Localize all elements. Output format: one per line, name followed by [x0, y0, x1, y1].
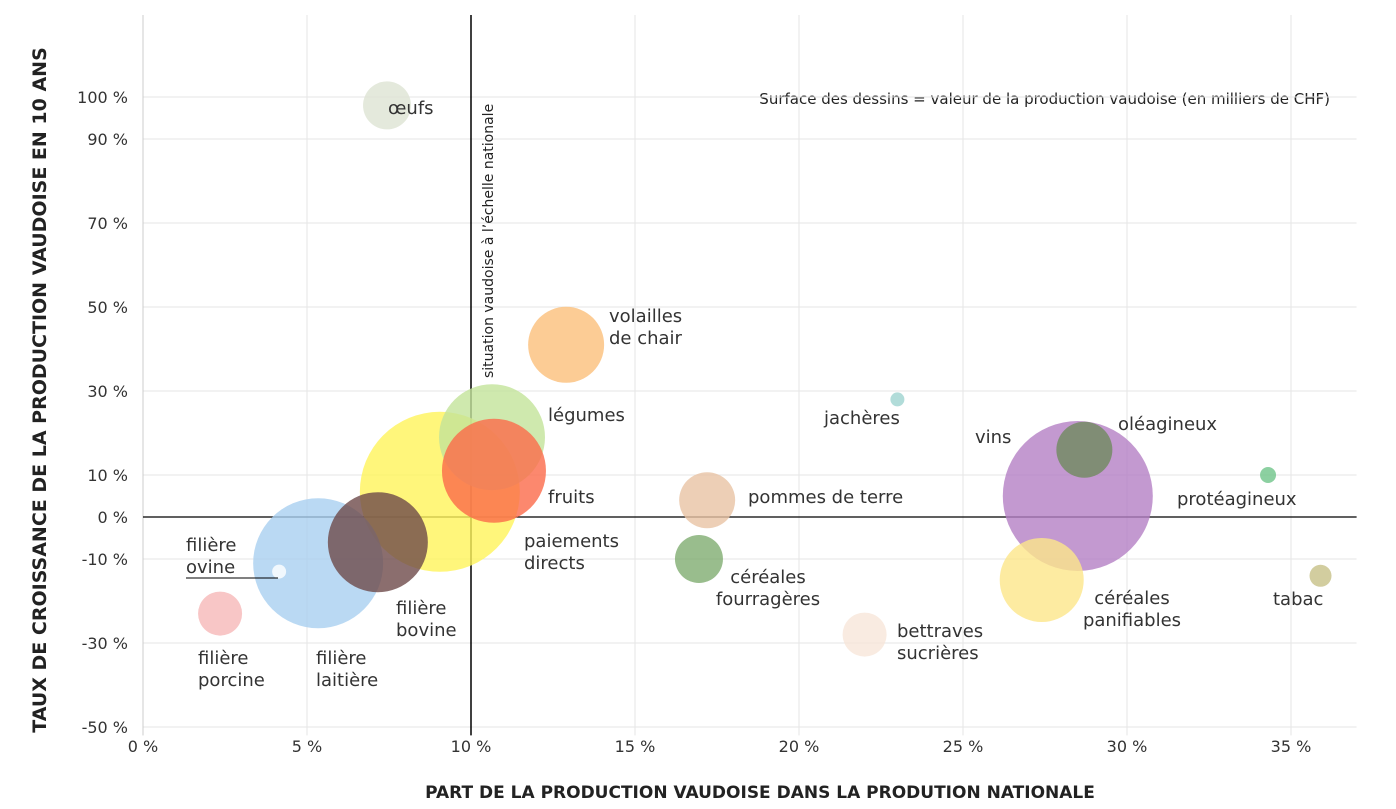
- bubble: [1002, 421, 1153, 571]
- y-axis-title: TAUX DE CROISSANCE DE LA PRODUCTION VAUD…: [29, 47, 51, 733]
- y-tick-label: 70 %: [87, 214, 128, 233]
- bubble-label: céréales fourragères: [715, 567, 821, 610]
- bubble-label: tabac: [1273, 589, 1324, 610]
- y-tick-label: 90 %: [87, 130, 128, 149]
- bubble-label: filière bovine: [396, 598, 457, 641]
- x-tick-label: 35 %: [1271, 737, 1312, 756]
- y-tick-label: -10 %: [82, 550, 128, 569]
- bubble: [327, 492, 428, 593]
- bubble-label: protéagineux: [1177, 489, 1297, 510]
- bubble: [842, 612, 887, 657]
- bubble: [528, 306, 605, 383]
- y-tick-label: 50 %: [87, 298, 128, 317]
- bubble: [890, 392, 905, 407]
- bubble-label: fruits: [548, 487, 595, 508]
- y-tick-label: -50 %: [82, 718, 128, 737]
- bubble-label: pommes de terre: [748, 487, 904, 508]
- bubble-label: volailles de chair: [609, 306, 683, 349]
- bubble-label: filière porcine: [198, 648, 265, 691]
- bubble-label: vins: [975, 427, 1012, 448]
- x-tick-label: 30 %: [1107, 737, 1148, 756]
- y-tick-label: 100 %: [77, 88, 128, 107]
- y-tick-label: -30 %: [82, 634, 128, 653]
- note: Surface des dessins = valeur de la produ…: [759, 90, 1330, 108]
- bubble-label: paiements directs: [524, 531, 619, 574]
- y-tick-label: 30 %: [87, 382, 128, 401]
- x-axis-title: PART DE LA PRODUCTION VAUDOISE DANS LA P…: [425, 783, 1095, 803]
- y-tick-label: 0 %: [98, 508, 128, 527]
- y-tick-label: 10 %: [87, 466, 128, 485]
- bubble: [999, 538, 1084, 622]
- bubble: [198, 591, 243, 636]
- bubble: [1309, 564, 1332, 587]
- bubble-label: oléagineux: [1118, 414, 1218, 435]
- bubble: [363, 81, 412, 130]
- bubble: [441, 418, 546, 523]
- bubble-label: jachères: [824, 408, 900, 429]
- bubble-label: filière laitière: [316, 648, 379, 691]
- x-tick-label: 5 %: [292, 737, 322, 756]
- bubble-label: légumes: [548, 405, 625, 426]
- bubble: [1056, 421, 1113, 478]
- x-tick-label: 0 %: [128, 737, 158, 756]
- bubble-label: céréales panifiables: [1082, 588, 1182, 631]
- bubble: [674, 535, 723, 583]
- bubble-label: filière ovine: [186, 535, 237, 578]
- x-tick-label: 20 %: [779, 737, 820, 756]
- x-tick-label: 25 %: [943, 737, 984, 756]
- bubble: [1260, 467, 1277, 483]
- bubble-label: œufs: [388, 98, 434, 119]
- reference-label: situation vaudoise à l’échelle nationale: [481, 104, 497, 378]
- bubble-label: bettraves sucrières: [897, 621, 984, 664]
- bubble: [272, 564, 287, 579]
- x-tick-label: 10 %: [451, 737, 492, 756]
- x-tick-label: 15 %: [615, 737, 656, 756]
- bubble: [679, 472, 736, 529]
